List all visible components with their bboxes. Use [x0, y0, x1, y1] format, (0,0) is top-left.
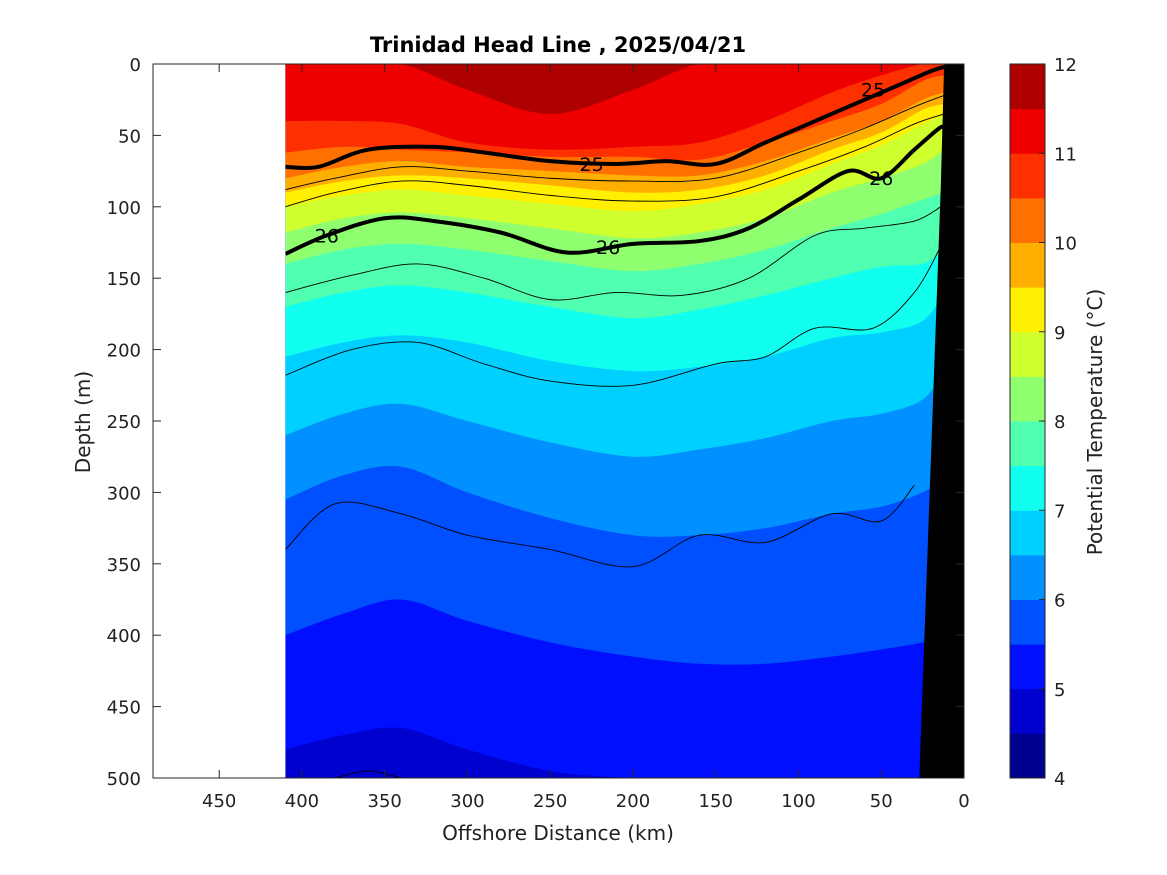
x-tick-label: 300	[450, 791, 484, 812]
colorbar: 4 5 6 7 8 9 10 11 12	[1009, 55, 1077, 790]
thin-contour-line	[285, 249, 940, 387]
chart-title: Trinidad Head Line , 2025/04/21	[370, 33, 746, 57]
x-tick-label: 450	[202, 791, 236, 812]
colorbar-segment	[1010, 242, 1045, 288]
colorbar-tick-label: 5	[1054, 680, 1065, 701]
sigma-contour-label: 25	[580, 154, 604, 176]
temperature-band	[285, 64, 923, 150]
y-tick-label: 0	[130, 55, 141, 76]
colorbar-segment	[1010, 64, 1045, 110]
sigma-contour-line	[285, 64, 945, 171]
y-tick-label: 200	[107, 341, 141, 362]
colorbar-segment	[1010, 554, 1045, 600]
sigma-contour-label: 26	[315, 225, 339, 247]
colorbar-segment	[1010, 733, 1045, 779]
colorbar-tick-label: 8	[1054, 412, 1065, 433]
y-tick-label: 400	[107, 626, 141, 647]
colorbar-tick-label: 7	[1054, 501, 1065, 522]
x-tick-label: 100	[781, 791, 815, 812]
thin-contour-line	[285, 206, 942, 301]
x-tick-label: 150	[699, 791, 733, 812]
x-tick-label: 0	[958, 791, 969, 812]
x-tick-label: 250	[533, 791, 567, 812]
sigma-contour-label: 26	[596, 237, 620, 259]
y-axis-label: Depth (m)	[71, 371, 95, 473]
y-tick-label: 250	[107, 412, 141, 433]
colorbar-segment	[1010, 108, 1045, 154]
temperature-field: 25 25 26 26 26	[285, 64, 945, 778]
thin-contour-line	[285, 94, 945, 191]
y-tick-label: 150	[107, 269, 141, 290]
colorbar-segment	[1010, 644, 1045, 690]
colorbar-segment	[1010, 197, 1045, 243]
colorbar-segment	[1010, 688, 1045, 734]
colorbar-segment	[1010, 153, 1045, 199]
colorbar-label: Potential Temperature (°C)	[1083, 289, 1107, 556]
sigma-contour-label: 26	[869, 168, 893, 190]
sigma-contour-label: 25	[861, 80, 885, 102]
colorbar-tick-label: 6	[1054, 591, 1065, 612]
colorbar-segment	[1010, 331, 1045, 377]
thin-contour-line	[334, 770, 402, 778]
x-tick-label: 50	[870, 791, 893, 812]
y-tick-label: 300	[107, 483, 141, 504]
thin-contour-line	[285, 484, 915, 568]
x-tick-label: 400	[285, 791, 319, 812]
temperature-band	[285, 64, 945, 114]
y-tick-label: 450	[107, 698, 141, 719]
y-tick-label: 500	[107, 769, 141, 790]
colorbar-tick-label: 11	[1054, 144, 1077, 165]
x-axis-label: Offshore Distance (km)	[442, 821, 674, 845]
y-tick-label: 350	[107, 555, 141, 576]
colorbar-segment	[1010, 287, 1045, 333]
x-tick-label: 200	[616, 791, 650, 812]
colorbar-segment	[1010, 599, 1045, 645]
colorbar-tick-label: 10	[1054, 234, 1077, 255]
colorbar-segment	[1010, 376, 1045, 422]
colorbar-segment	[1010, 465, 1045, 511]
colorbar-segment	[1010, 510, 1045, 556]
colorbar-segment	[1010, 421, 1045, 467]
y-tick-label: 50	[118, 126, 141, 147]
colorbar-tick-label: 12	[1054, 55, 1077, 76]
bathymetry	[919, 64, 964, 778]
thin-contour-line	[285, 113, 945, 208]
colorbar-tick-label: 4	[1054, 769, 1065, 790]
colorbar-tick-label: 9	[1054, 323, 1065, 344]
y-tick-label: 100	[107, 198, 141, 219]
sigma-contour-line	[285, 124, 945, 256]
x-tick-label: 350	[368, 791, 402, 812]
